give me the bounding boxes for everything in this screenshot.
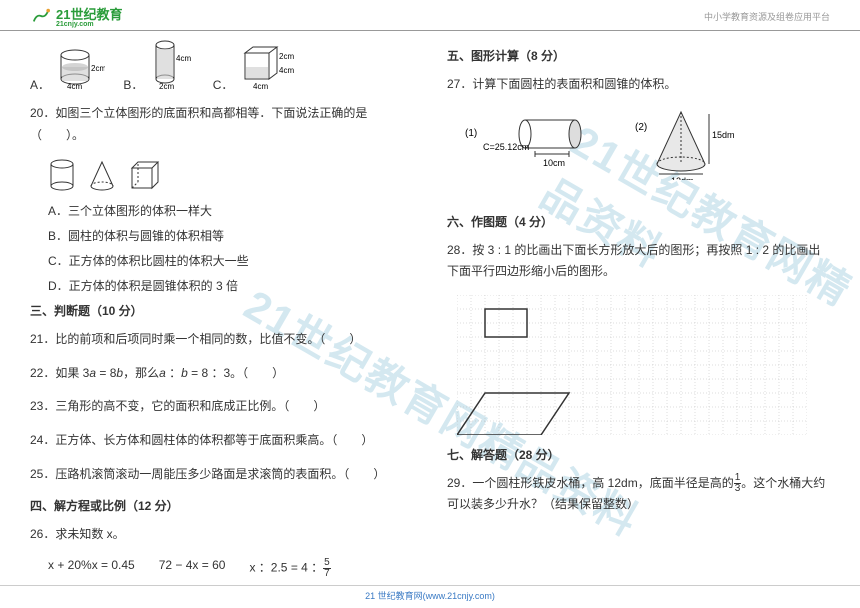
choice-b-letter: B． [123,78,143,92]
cylinder-a-icon: 2cm 4cm [57,47,105,89]
svg-text:12dm: 12dm [671,176,694,180]
logo-icon [30,7,52,25]
svg-text:(2): (2) [635,122,647,133]
q22-p2: ： [166,366,181,380]
cone-fig-icon: (2) 15dm 12dm [635,108,735,180]
page-header: 21世纪教育 21cnjy.com 中小学教育资源及组卷应用平台 [0,0,860,31]
q27: 27．计算下面圆柱的表面积和圆锥的体积。 [447,74,830,96]
cylinder-icon [48,158,76,192]
choice-c: C． 2cm 4cm 4cm [213,43,299,93]
eq2: 72 − 4x = 60 [159,558,226,579]
svg-text:2cm: 2cm [159,82,174,89]
choice-a-letter: A． [30,78,50,92]
cylinder-b-icon: 4cm 2cm [151,39,195,89]
q26: 26．求未知数 x。 [30,524,413,546]
q22-var-b2: b [181,366,188,380]
cylinder-fig-icon: (1) C=25.12cm 10cm [465,114,595,174]
q22-var-a2: a [159,366,166,380]
section-4-title: 四、解方程或比例（12 分） [30,497,413,514]
q20-b: B．圆柱的体积与圆锥的体积相等 [48,227,413,244]
eq1: x + 20%x = 0.45 [48,558,135,579]
logo: 21世纪教育 21cnjy.com [30,4,122,28]
cone-icon [88,158,116,192]
figure-2: (2) 15dm 12dm [635,108,735,183]
cuboid-c-icon: 2cm 4cm 4cm [241,43,299,89]
q24: 24．正方体、长方体和圆柱体的体积都等于底面积乘高。（ ） [30,430,413,452]
q22-p3: = 8 ：3。（ ） [188,366,284,380]
q19-choices: A． 2cm 4cm B． [30,39,413,93]
cube-icon [128,158,162,192]
page-content: A． 2cm 4cm B． [0,31,860,579]
svg-text:4cm: 4cm [253,82,268,89]
svg-text:15dm: 15dm [712,130,735,140]
q21: 21．比的前项和后项同时乘一个相同的数，比值不变。（ ） [30,329,413,351]
figure-1: (1) C=25.12cm 10cm [465,114,595,177]
svg-text:4cm: 4cm [279,66,294,75]
svg-text:4cm: 4cm [67,82,82,89]
eq3-frac: 57 [323,558,331,579]
q28-grid [457,295,830,438]
q26-equations: x + 20%x = 0.45 72 − 4x = 60 x ：2.5 = 4 … [48,558,413,579]
q25: 25．压路机滚筒滚动一周能压多少路面是求滚筒的表面积。（ ） [30,464,413,486]
section-7-title: 七、解答题（28 分） [447,446,830,463]
svg-text:2cm: 2cm [91,64,105,73]
eq3: x ：2.5 = 4 ：57 [249,558,330,579]
eq3-pre: x ：2.5 = 4 ： [249,560,323,574]
header-right-text: 中小学教育资源及组卷应用平台 [704,10,830,23]
choice-a: A． 2cm 4cm [30,47,105,93]
section-5-title: 五、图形计算（8 分） [447,47,830,64]
q22-pre: 22．如果 3 [30,366,89,380]
q20-text: 如图三个立体图形的底面积和高都相等．下面说法正确的是（ ）。 [30,106,367,142]
q20-c: C．正方体的体积比圆柱的体积大一些 [48,252,413,269]
q22-mid: = 8 [96,366,116,380]
q20-a: A．三个立体图形的体积一样大 [48,202,413,219]
svg-text:C=25.12cm: C=25.12cm [483,142,529,152]
page-footer: 21 世纪教育网(www.21cnjy.com) [0,585,860,602]
choice-c-letter: C． [213,78,234,92]
q20-shapes [48,158,413,192]
q22-p1: ，那么 [123,366,159,380]
left-column: A． 2cm 4cm B． [30,39,413,579]
choice-b: B． 4cm 2cm [123,39,194,93]
section-6-title: 六、作图题（4 分） [447,213,830,230]
q29-pre: 29．一个圆柱形铁皮水桶，高 12dm，底面半径是高的 [447,476,734,490]
svg-text:10cm: 10cm [543,158,565,168]
right-column: 五、图形计算（8 分） 27．计算下面圆柱的表面积和圆锥的体积。 (1) C=2… [447,39,830,579]
q20-num: 20． [30,106,55,120]
q29: 29．一个圆柱形铁皮水桶，高 12dm，底面半径是高的13。这个水桶大约可以装多… [447,473,830,516]
q20: 20．如图三个立体图形的底面积和高都相等．下面说法正确的是（ ）。 [30,103,413,146]
q22: 22．如果 3a = 8b，那么a ：b = 8 ：3。（ ） [30,363,413,385]
svg-text:4cm: 4cm [176,54,191,63]
svg-text:(1): (1) [465,128,477,139]
svg-text:2cm: 2cm [279,52,294,61]
q23: 23．三角形的高不变，它的面积和底成正比例。（ ） [30,396,413,418]
q20-d: D．正方体的体积是圆锥体积的 3 倍 [48,277,413,294]
q27-figures: (1) C=25.12cm 10cm (2) 15dm 12 [465,108,830,183]
grid-icon [457,295,807,435]
section-3-title: 三、判断题（10 分） [30,302,413,319]
q28: 28．按 3 : 1 的比画出下面长方形放大后的图形；再按照 1 : 2 的比画… [447,240,830,283]
